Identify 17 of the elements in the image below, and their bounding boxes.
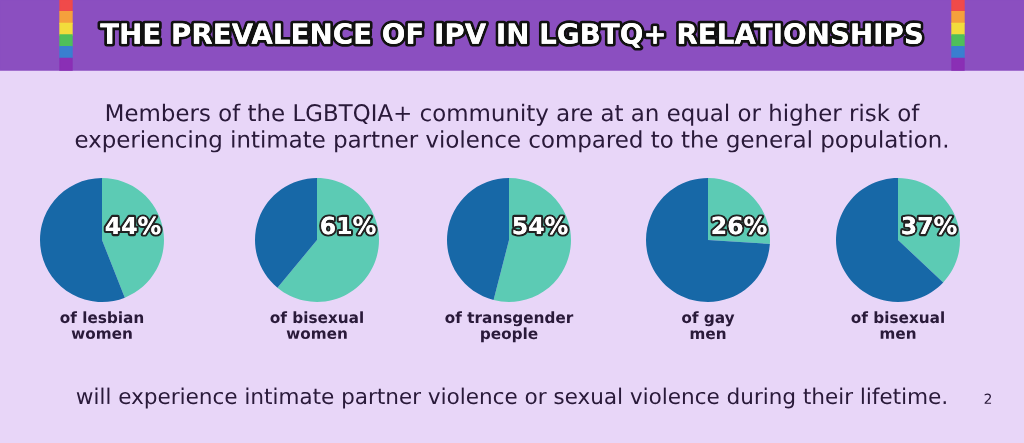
pie-slice [646, 178, 770, 302]
pie-slice [447, 178, 509, 301]
text: of gay men [682, 311, 735, 340]
data-label: 26% [712, 216, 767, 235]
text: of bisexual women [270, 311, 363, 340]
text: will experience intimate partner violence or sexual violence during their lifetime. [76, 387, 946, 409]
text: 2 [984, 393, 992, 404]
text: of lesbian women [60, 311, 144, 340]
data-label: 37% [902, 216, 957, 235]
data-label: 54% [513, 216, 568, 235]
text: of bisexual men [851, 311, 944, 340]
data-label: 44% [105, 216, 161, 235]
text: of transgender people [445, 311, 574, 343]
pie-slice [255, 178, 317, 288]
text: THE PREVALENCE OF IPV IN LGBTQ+ RELATIONSHIPS [100, 23, 922, 48]
text: Members of the LGBTQIA+ community are at an equal or higher risk of experiencing intimate partner violence compared to the general population. [75, 103, 948, 153]
data-label: 61% [321, 216, 376, 235]
